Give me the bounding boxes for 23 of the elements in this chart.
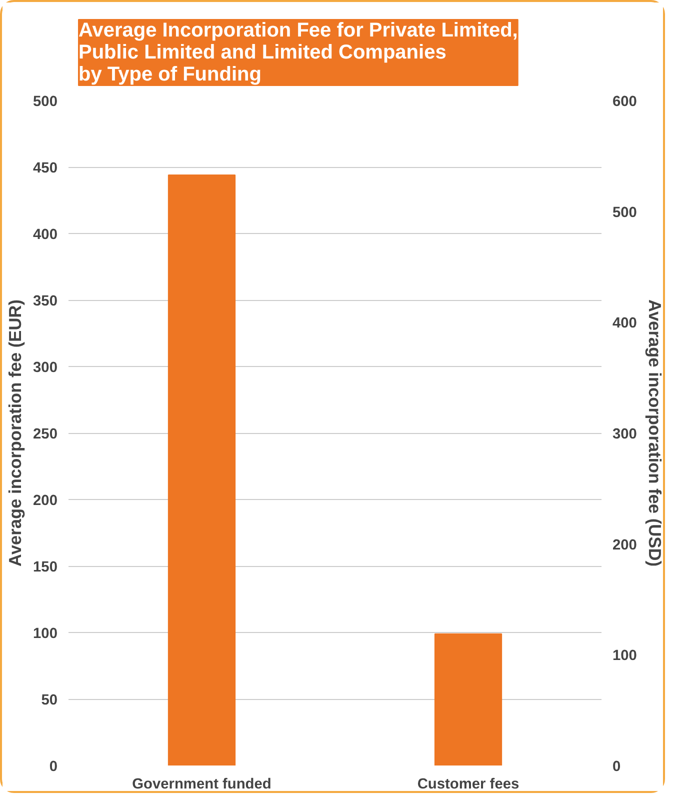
y2-tick-label: 500 (612, 204, 637, 221)
y-tick-label: 250 (33, 426, 58, 442)
y2-tick-label: 600 (612, 94, 637, 110)
y-tick-label: 450 (33, 160, 58, 176)
y-tick-label: 0 (49, 759, 58, 775)
y-tick-label: 150 (33, 560, 58, 576)
y2-axis-title: Average incorporation fee (USD) (644, 299, 665, 567)
x-tick-label: Customer fees (417, 776, 520, 792)
y2-tick-label: 400 (612, 316, 637, 332)
y2-tick-label: 0 (612, 759, 621, 775)
y-tick-label: 100 (33, 626, 58, 642)
y-tick-label: 50 (41, 692, 58, 708)
y2-tick-label: 200 (612, 537, 637, 554)
y-axis-title: Average incorporation fee (EUR) (5, 299, 26, 567)
y-tick-label: 400 (33, 227, 58, 243)
x-tick-label: Government funded (132, 776, 272, 792)
y-tick-label: 350 (33, 294, 58, 310)
y-tick-label: 300 (33, 360, 58, 376)
chart-title: Average Incorporation Fee for Private Limited, Public Limited and Limited Companies by Type of Funding (78, 20, 518, 86)
y-tick-label: 500 (33, 94, 58, 110)
y2-tick-label: 100 (612, 648, 637, 664)
y-tick-label: 200 (33, 493, 58, 509)
y2-tick-label: 300 (612, 426, 637, 442)
